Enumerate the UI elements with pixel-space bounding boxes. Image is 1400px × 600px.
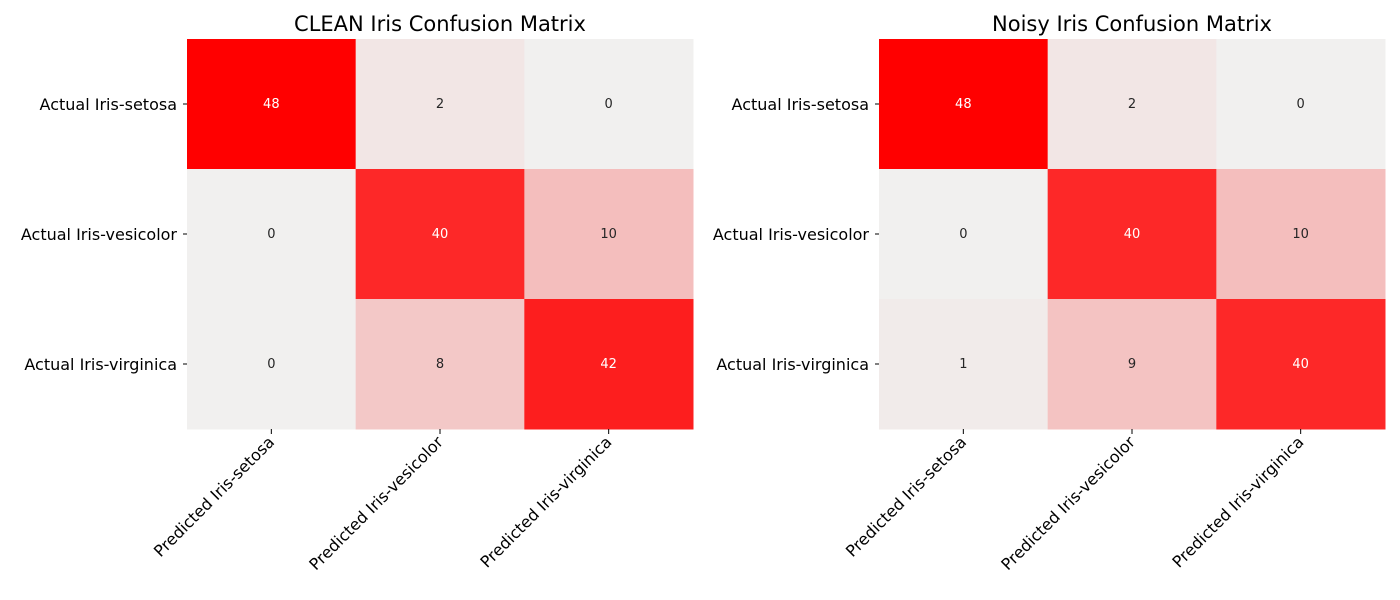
clean-cell-value-r2-c2: 42 [600,357,617,372]
noisy-cell-r2-c1 [1047,299,1217,430]
noisy-cell-r1-c0 [879,169,1049,300]
clean-cell-value-r0-c2: 0 [605,97,613,112]
clean-cell-r1-c1 [355,169,525,300]
noisy-cell-value-r0-c2: 0 [1297,97,1305,112]
noisy-confusion-matrix-panel: Noisy Iris Confusion Matrix 48 2 00 40 101 9 4… [713,12,1386,574]
clean-cell-value-r0-c1: 2 [436,97,444,112]
clean-cell-r0-c2 [524,39,694,170]
clean-cell-value-r1-c0: 0 [267,227,275,242]
noisy-cell-value-r2-c1: 9 [1128,357,1136,372]
noisy-matrix-column-labels: Predicted Iris-setosa Predicted Iris-vesi… [842,429,1307,574]
clean-row-label: Actual Iris-setosa [40,95,177,114]
clean-cell-r1-c0 [187,169,357,300]
clean-cell-r2-c1 [355,299,525,430]
noisy-cell-r2-c2 [1216,299,1386,430]
noisy-cell-r0-c0 [879,39,1049,170]
clean-cell-r0-c0 [187,39,357,170]
clean-column-label: Predicted Iris-virginica [476,432,615,571]
noisy-cell-value-r1-c2: 10 [1292,227,1309,242]
clean-matrix-row-labels: Actual Iris-setosa Actual Iris-vesicolor A… [21,95,187,374]
clean-confusion-matrix-panel: CLEAN Iris Confusion Matrix 48 2 00 40 100 8 4… [21,12,694,574]
clean-cell-value-r2-c1: 8 [436,357,444,372]
clean-column-label: Predicted Iris-vesicolor [305,432,447,574]
noisy-row-label: Actual Iris-vesicolor [713,225,870,244]
noisy-cell-value-r2-c0: 1 [959,357,967,372]
clean-cell-r1-c2 [524,169,694,300]
noisy-cell-r0-c1 [1047,39,1217,170]
clean-cell-r0-c1 [355,39,525,170]
noisy-row-label: Actual Iris-virginica [716,355,869,374]
noisy-cell-value-r2-c2: 40 [1292,357,1309,372]
noisy-column-label: Predicted Iris-virginica [1168,432,1307,571]
noisy-cell-r2-c0 [879,299,1049,430]
clean-matrix-title: CLEAN Iris Confusion Matrix [294,12,586,36]
clean-row-label: Actual Iris-virginica [24,355,177,374]
clean-matrix-cells: 48 2 0 0 40 10 0 8 42 [187,39,694,430]
noisy-matrix-cells: 48 2 0 0 40 10 1 9 40 [879,39,1386,430]
noisy-cell-value-r1-c0: 0 [959,227,967,242]
noisy-row-label: Actual Iris-setosa [732,95,869,114]
noisy-matrix-row-labels: Actual Iris-setosa Actual Iris-vesicolor A… [713,95,879,374]
clean-cell-value-r2-c0: 0 [267,357,275,372]
noisy-cell-r0-c2 [1216,39,1386,170]
clean-row-label: Actual Iris-vesicolor [21,225,178,244]
noisy-cell-value-r1-c1: 40 [1124,227,1141,242]
noisy-column-label: Predicted Iris-setosa [842,432,970,560]
noisy-cell-value-r0-c1: 2 [1128,97,1136,112]
noisy-cell-r1-c2 [1216,169,1386,300]
clean-matrix-column-labels: Predicted Iris-setosa Predicted Iris-vesi… [150,429,615,574]
clean-column-label: Predicted Iris-setosa [150,432,278,560]
clean-cell-value-r1-c2: 10 [600,227,617,242]
noisy-matrix-title: Noisy Iris Confusion Matrix [992,12,1272,36]
noisy-column-label: Predicted Iris-vesicolor [997,432,1139,574]
clean-cell-r2-c0 [187,299,357,430]
clean-cell-value-r0-c0: 48 [263,97,280,112]
clean-cell-value-r1-c1: 40 [432,227,449,242]
noisy-cell-r1-c1 [1047,169,1217,300]
noisy-cell-value-r0-c0: 48 [955,97,972,112]
clean-cell-r2-c2 [524,299,694,430]
